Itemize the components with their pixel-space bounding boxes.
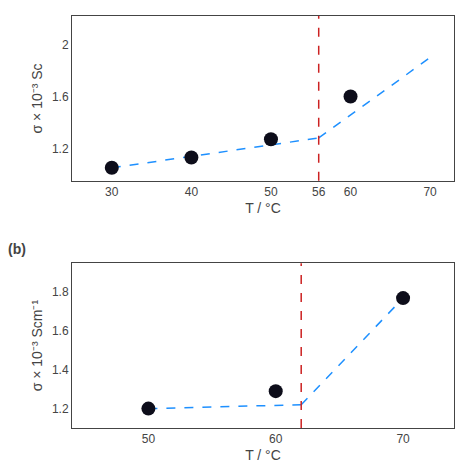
svg-text:50: 50	[264, 185, 278, 199]
svg-text:1.4: 1.4	[52, 363, 69, 377]
svg-text:40: 40	[185, 185, 199, 199]
svg-text:70: 70	[396, 432, 410, 446]
svg-text:50: 50	[142, 432, 156, 446]
svg-text:30: 30	[105, 185, 119, 199]
svg-text:60: 60	[269, 432, 283, 446]
svg-text:1.6: 1.6	[52, 90, 69, 104]
svg-text:70: 70	[423, 185, 437, 199]
svg-text:56: 56	[312, 185, 326, 199]
svg-text:σ × 10⁻³ Sc: σ × 10⁻³ Sc	[29, 63, 45, 133]
svg-text:1.8: 1.8	[52, 285, 69, 299]
svg-text:T / °C: T / °C	[245, 200, 281, 216]
svg-text:1.2: 1.2	[52, 142, 69, 156]
svg-text:σ × 10⁻³ Scm⁻¹: σ × 10⁻³ Scm⁻¹	[29, 300, 45, 392]
svg-text:T / °C: T / °C	[245, 447, 281, 463]
svg-text:60: 60	[344, 185, 358, 199]
svg-text:1.6: 1.6	[52, 324, 69, 338]
svg-text:(b): (b)	[8, 241, 26, 257]
svg-text:1.2: 1.2	[52, 402, 69, 416]
svg-text:2: 2	[62, 38, 69, 52]
